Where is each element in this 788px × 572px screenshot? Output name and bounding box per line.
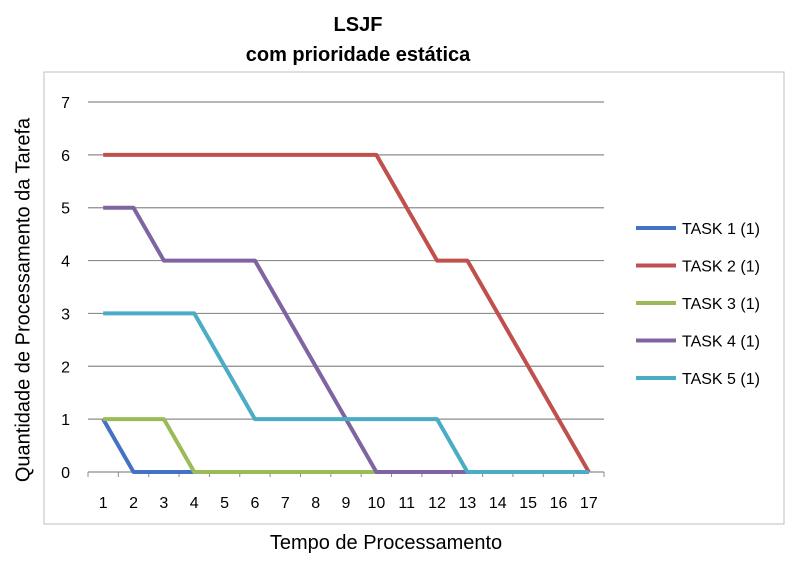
x-tick-label: 2 [129,495,138,512]
series-line [101,418,589,474]
legend-label: TASK 3 (1) [682,296,760,313]
x-tick-label: 7 [281,495,290,512]
chart-area-border [43,71,785,525]
x-tick-label: 3 [159,495,168,512]
series-line [103,311,589,474]
y-tick-label: 6 [61,148,70,165]
x-axis-label: Tempo de Processamento [269,532,503,554]
legend: TASK 1 (1) TASK 2 (1) TASK 3 (1) TASK 4 (1)… [636,221,760,388]
x-tick-label: 9 [342,495,351,512]
x-tick-label: 15 [519,495,537,512]
x-tick-label: 4 [190,495,199,512]
x-tick-label: 10 [367,495,385,512]
series-lines [101,152,591,474]
legend-label: TASK 1 (1) [682,221,760,238]
x-tick-label: 13 [459,495,477,512]
legend-label: TASK 2 (1) [682,259,760,276]
y-tick-label: 7 [61,95,70,112]
series-line [103,205,589,474]
x-tick-label: 1 [99,495,108,512]
x-tick-label: 12 [428,495,446,512]
x-tick-label: 5 [220,495,229,512]
series-line [103,152,591,473]
y-tick-label: 1 [61,412,70,429]
y-tick-label: 2 [61,359,70,376]
chart-title: LSJF [333,14,383,36]
x-tick-labels: 1 2 3 4 5 6 7 8 9 10 11 12 13 14 15 16 17 [99,495,598,512]
y-tick-labels: 0 1 2 3 4 5 6 7 [61,95,70,482]
chart-title-block: LSJF com prioridade estática [0,10,716,70]
x-tick-label: 11 [398,495,415,512]
x-tick-label: 17 [580,495,598,512]
y-tick-label: 3 [61,306,70,323]
legend-label: TASK 4 (1) [682,334,760,351]
x-tick-label: 14 [489,495,507,512]
legend-label: TASK 5 (1) [682,371,760,388]
y-tick-label: 0 [61,465,70,482]
y-axis-label: Quantidade de Processamento da Tarefa [12,117,35,483]
x-tick-label: 8 [311,495,320,512]
x-tick-label: 16 [550,495,568,512]
x-tick-label: 6 [250,495,259,512]
y-tick-label: 4 [61,254,70,271]
chart-subtitle: com prioridade estática [245,44,471,66]
series-line [103,417,589,474]
y-tick-label: 5 [61,201,70,218]
